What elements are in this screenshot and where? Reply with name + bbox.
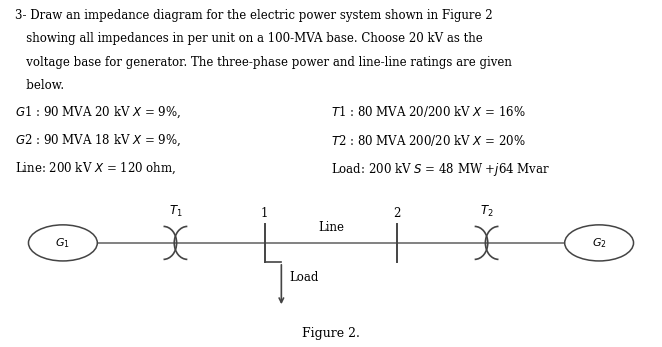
Text: $T$1 : 80 MVA 20/200 kV $X$ = 16%: $T$1 : 80 MVA 20/200 kV $X$ = 16% xyxy=(331,104,526,119)
Text: $T$2 : 80 MVA 200/20 kV $X$ = 20%: $T$2 : 80 MVA 200/20 kV $X$ = 20% xyxy=(331,133,526,147)
Text: below.: below. xyxy=(15,79,64,92)
Text: 2: 2 xyxy=(393,208,401,220)
Text: $T_2$: $T_2$ xyxy=(480,203,493,219)
Text: $G_1$: $G_1$ xyxy=(56,236,70,250)
Text: 1: 1 xyxy=(261,208,269,220)
Text: Line: Line xyxy=(318,221,344,234)
Text: Load: Load xyxy=(289,271,318,284)
Text: 3- Draw an impedance diagram for the electric power system shown in Figure 2: 3- Draw an impedance diagram for the ele… xyxy=(15,9,492,22)
Text: $G$2 : 90 MVA 18 kV $X$ = 9%,: $G$2 : 90 MVA 18 kV $X$ = 9%, xyxy=(15,133,181,148)
Text: voltage base for generator. The three-phase power and line-line ratings are give: voltage base for generator. The three-ph… xyxy=(15,56,512,69)
Text: $G_2$: $G_2$ xyxy=(592,236,606,250)
Text: Line: 200 kV $X$ = 120 ohm,: Line: 200 kV $X$ = 120 ohm, xyxy=(15,161,176,177)
Text: showing all impedances in per unit on a 100-MVA base. Choose 20 kV as the: showing all impedances in per unit on a … xyxy=(15,32,483,45)
Text: $G$1 : 90 MVA 20 kV $X$ = 9%,: $G$1 : 90 MVA 20 kV $X$ = 9%, xyxy=(15,104,181,120)
Text: Figure 2.: Figure 2. xyxy=(302,327,360,340)
Text: Load: 200 kV $S$ = 48 MW +$j$64 Mvar: Load: 200 kV $S$ = 48 MW +$j$64 Mvar xyxy=(331,161,550,178)
Text: $T_1$: $T_1$ xyxy=(169,203,182,219)
